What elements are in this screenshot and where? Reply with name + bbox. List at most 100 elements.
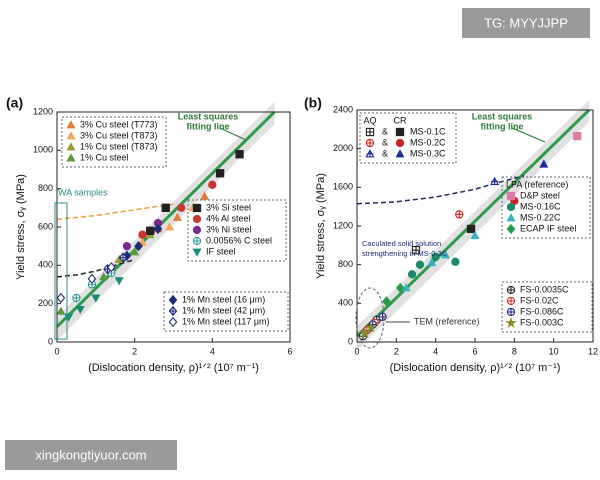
x-tick-label: 12 — [588, 346, 598, 356]
y-axis-label: Yield stress, σᵧ (MPa) — [315, 173, 327, 279]
legend-marker — [506, 223, 516, 235]
watermark-box — [462, 8, 590, 38]
tem-ellipse — [355, 287, 385, 349]
legend-box — [61, 116, 167, 168]
y-tick-label: 400 — [338, 298, 353, 308]
point — [470, 230, 480, 240]
legend-marker — [192, 236, 202, 246]
point — [56, 306, 66, 315]
point — [440, 250, 451, 259]
annotation: Least squares — [178, 111, 239, 121]
legend-marker — [365, 149, 375, 158]
legend-header: CR — [394, 115, 407, 125]
point — [161, 203, 170, 212]
y-tick-label: 0 — [348, 336, 353, 346]
point — [134, 240, 143, 252]
point — [490, 176, 500, 186]
legend-box — [501, 176, 591, 239]
annotation: fitting line — [187, 121, 230, 131]
point — [177, 203, 186, 212]
legend-label: 4% Al steel — [206, 213, 251, 223]
annotation: Least squares — [472, 111, 533, 121]
y-axis-label: Yield stress, σᵧ (MPa) — [15, 174, 27, 280]
y-tick-label: 2000 — [333, 143, 353, 153]
point — [455, 210, 464, 219]
point — [431, 252, 440, 262]
legend-label: 1% Mn steel (42 μm) — [182, 305, 265, 315]
x-tick-label: 10 — [549, 346, 559, 356]
dashed-curve — [356, 175, 525, 205]
point — [118, 252, 128, 263]
point — [165, 222, 175, 231]
point — [130, 247, 140, 256]
legend-joiner: & — [382, 126, 388, 136]
legend-marker — [395, 138, 405, 148]
legend-label: 3% Cu steel (T773) — [80, 119, 158, 129]
legend-title: LPA (reference) — [506, 179, 568, 189]
point — [172, 212, 182, 221]
y-tick-label: 2400 — [333, 104, 353, 114]
legend-label: 1% Cu steel (T873) — [80, 141, 158, 151]
legend-label: 3% Si steel — [206, 202, 251, 212]
fit-line — [55, 110, 276, 328]
point — [138, 230, 147, 239]
point — [235, 150, 244, 159]
x-tick-label: 8 — [512, 346, 517, 356]
legend-label: 0.0056% C steel — [206, 235, 272, 245]
y-tick-label: 800 — [38, 183, 53, 193]
legend-label: 1% Mn steel (117 μm) — [182, 316, 270, 326]
point — [122, 242, 132, 251]
y-tick-label: 800 — [338, 259, 353, 269]
legend-label: MS-0.16C — [520, 201, 561, 211]
y-tick-label: 0 — [48, 336, 53, 346]
legend-marker — [365, 127, 375, 137]
wa-box — [54, 202, 68, 340]
y-tick-label: 1200 — [333, 220, 353, 230]
watermark: TG: MYYJJPP — [484, 15, 568, 30]
annotation: strengthening in MS-0.3C — [362, 249, 448, 258]
annotation: WA samples — [58, 187, 108, 197]
legend-marker — [506, 296, 516, 306]
point — [573, 131, 582, 141]
point — [146, 226, 155, 235]
y-tick-label: 1600 — [333, 182, 353, 192]
legend-box — [501, 281, 593, 333]
y-tick-label: 1000 — [33, 145, 53, 155]
legend-marker — [168, 316, 178, 328]
legend-label: FS-0.086C — [520, 306, 564, 316]
legend-marker — [168, 294, 178, 306]
point — [539, 159, 549, 168]
x-tick-label: 4 — [433, 346, 438, 356]
point — [427, 258, 437, 267]
point — [56, 292, 66, 304]
legend-label: FS-0.0035C — [520, 284, 569, 294]
point — [451, 257, 460, 266]
point — [114, 277, 124, 286]
point — [411, 246, 421, 255]
legend-marker — [66, 142, 76, 151]
point — [364, 321, 377, 333]
point — [466, 224, 476, 234]
legend-label: ECAP IF steel — [520, 223, 576, 233]
point — [382, 296, 391, 307]
legend-box — [163, 291, 289, 332]
dashed-curve — [56, 258, 135, 278]
legend-marker — [506, 213, 516, 222]
x-axis-label: (Dislocation density, ρ)¹ᐟ² (10⁷ m⁻¹) — [88, 362, 259, 374]
panel-label: (a) — [6, 95, 23, 111]
y-tick-label: 200 — [38, 298, 53, 308]
point — [153, 219, 163, 228]
annotation: fitting line — [481, 121, 524, 131]
point — [91, 294, 101, 303]
legend-marker — [192, 214, 202, 224]
point — [359, 327, 371, 339]
x-tick-label: 2 — [132, 346, 137, 356]
arrow — [219, 127, 247, 141]
point — [72, 293, 81, 303]
point — [407, 270, 417, 279]
legend-label: MS-0.1C — [410, 126, 446, 136]
annotation: Caculated solid solution — [362, 239, 441, 248]
legend-marker — [192, 203, 202, 213]
